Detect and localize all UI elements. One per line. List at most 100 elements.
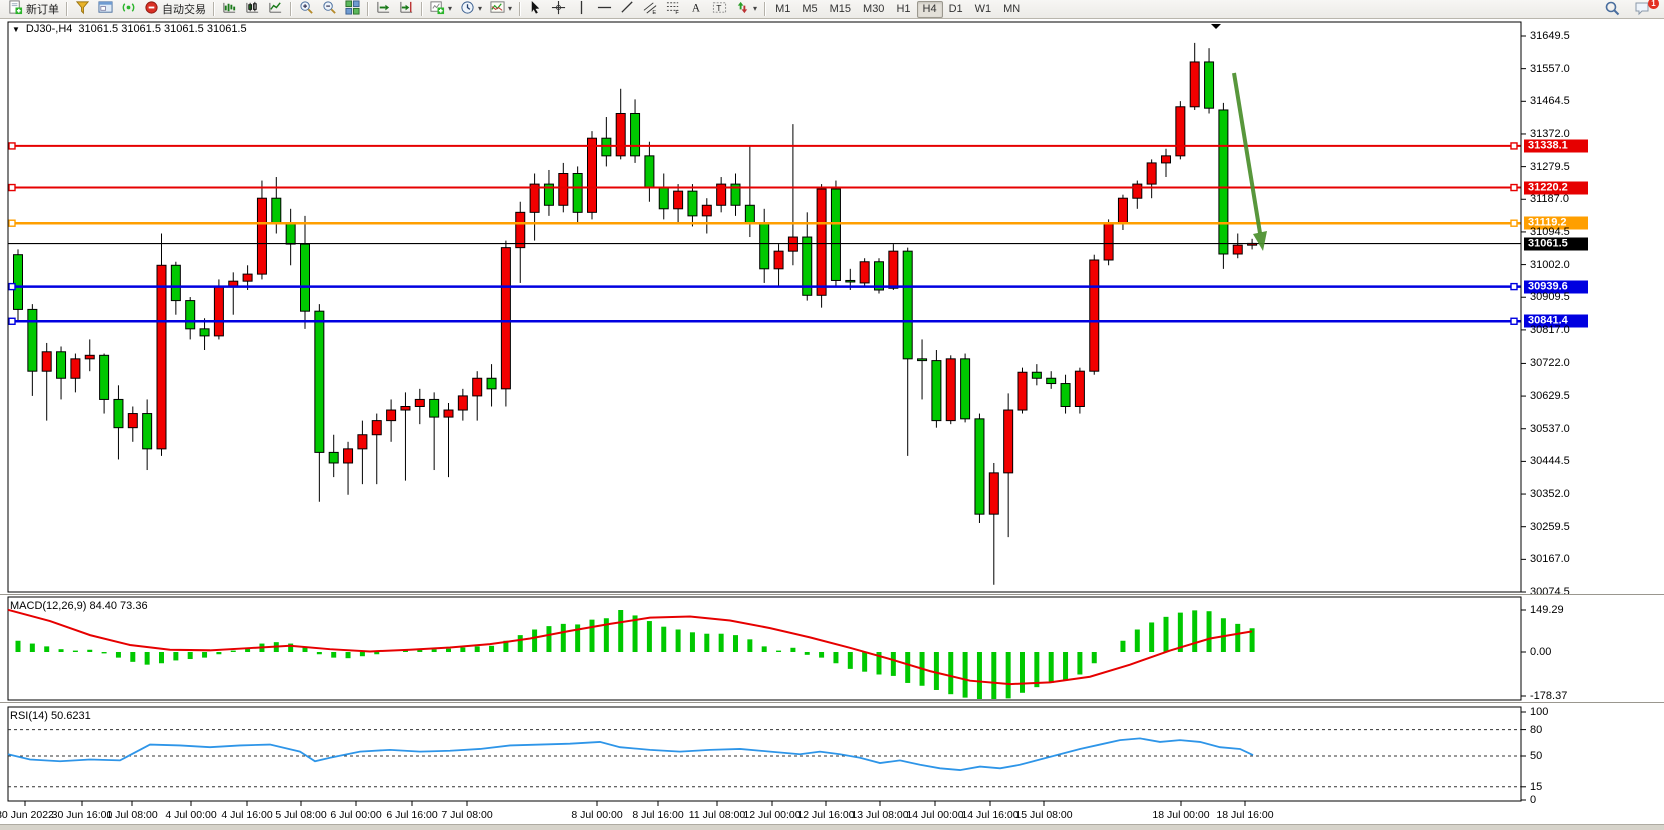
candle-body (343, 448, 354, 464)
candle-body (400, 405, 411, 411)
candle-body (1103, 222, 1114, 261)
terminals-button[interactable] (94, 1, 117, 18)
line-anchor-handle[interactable] (8, 219, 16, 227)
candle-body (1003, 409, 1014, 474)
notifications-button[interactable]: 1 (1630, 0, 1659, 18)
line-chart-button[interactable] (264, 1, 287, 18)
line-anchor-handle[interactable] (8, 183, 16, 192)
svg-text:E: E (652, 10, 656, 15)
timeframe-m15-button[interactable]: M15 (829, 3, 852, 15)
autoscroll-button[interactable] (372, 1, 395, 18)
svg-text:F: F (675, 10, 679, 15)
autoscroll-icon (376, 0, 391, 18)
candle-body (300, 243, 310, 312)
timeframe-m30-button[interactable]: M30 (863, 3, 885, 15)
candle-body (271, 197, 282, 224)
trendline-button[interactable] (616, 1, 639, 18)
candles-chart-button[interactable] (241, 1, 264, 18)
crosshair-icon (551, 0, 566, 18)
candle-body (816, 188, 827, 296)
chart-canvas[interactable] (0, 19, 1664, 830)
candle-body (1117, 197, 1128, 224)
cursor-button[interactable] (524, 0, 547, 18)
timeframe-w1-button[interactable]: W1 (974, 3, 992, 15)
text-button[interactable]: A (685, 1, 708, 18)
line-anchor-handle[interactable] (1510, 317, 1518, 325)
zoom-out-button[interactable] (318, 1, 341, 18)
candle-body (802, 236, 813, 296)
toolbar-separator (764, 2, 767, 16)
chart-shift-button[interactable] (395, 1, 418, 18)
candle-body (543, 183, 554, 206)
candlestick-series[interactable] (13, 42, 1258, 585)
chart-dropdown-icon[interactable]: ▼ (12, 24, 20, 34)
candle-body (1175, 106, 1186, 157)
funnel-button[interactable] (71, 1, 94, 18)
line-anchor-handle[interactable] (1510, 282, 1518, 291)
line-anchor-handle[interactable] (1510, 142, 1518, 150)
notification-badge: 1 (1648, 0, 1659, 9)
templates-button[interactable]: ▾ (486, 1, 516, 18)
candle-body (27, 308, 38, 372)
pane-separator[interactable] (0, 594, 1664, 596)
candle-body (1031, 371, 1042, 379)
status-strip (0, 824, 1664, 830)
template-icon (490, 0, 505, 18)
candle-body (859, 261, 870, 284)
timeframe-mn-button[interactable]: MN (1003, 3, 1021, 15)
candle-body (945, 358, 956, 422)
candle-body (630, 112, 641, 157)
search-button[interactable] (1600, 1, 1624, 18)
new-chart-button[interactable]: ▾ (426, 1, 456, 18)
candle-body (70, 358, 81, 379)
channel-button[interactable]: E (639, 1, 662, 18)
pane-separator[interactable] (0, 702, 1664, 704)
toolbar-separator (367, 2, 369, 16)
candle-body (386, 409, 397, 422)
candle-body (457, 395, 468, 411)
tile-windows-button[interactable] (341, 0, 364, 18)
zoom-in-button[interactable] (295, 1, 318, 18)
timeframe-h4-button[interactable]: H4 (916, 0, 943, 18)
line-anchor-handle[interactable] (8, 142, 16, 150)
arrows-icon (735, 0, 750, 18)
label-icon: T (712, 0, 727, 18)
vertical-line-button[interactable] (570, 0, 593, 18)
line-anchor-handle[interactable] (8, 282, 16, 291)
chart-shift-marker[interactable] (1211, 24, 1221, 29)
candle-body (41, 351, 52, 372)
candle-body (472, 377, 483, 397)
new-order-button[interactable]: 新订单 (4, 0, 63, 18)
cursor-icon (528, 0, 543, 18)
candle-body (960, 358, 971, 420)
candle-body (830, 188, 841, 281)
candle-body (242, 273, 253, 282)
line-anchor-handle[interactable] (8, 317, 16, 325)
timeframe-m5-button[interactable]: M5 (802, 3, 818, 15)
price-pane-frame (7, 21, 1522, 593)
candle-body (529, 183, 540, 213)
arrows-button[interactable]: ▾ (731, 1, 761, 18)
signals-button[interactable] (117, 1, 140, 18)
autotrade-button[interactable]: 自动交易 (140, 1, 210, 18)
arrow-object[interactable] (1232, 72, 1262, 234)
timeframe-d1-button[interactable]: D1 (948, 3, 963, 15)
horizontal-line-button[interactable] (593, 1, 616, 18)
line-anchor-handle[interactable] (1510, 183, 1518, 192)
timeframe-m1-button[interactable]: M1 (775, 3, 791, 15)
chart-title[interactable]: ▼ DJ30-,H4 31061.5 31061.5 31061.5 31061… (12, 23, 247, 35)
timeframe-h1-button[interactable]: H1 (896, 3, 911, 15)
crosshair-button[interactable] (547, 0, 570, 18)
periods-button[interactable]: ▾ (456, 1, 486, 18)
line-anchor-handle[interactable] (1510, 219, 1518, 227)
signal-icon (121, 0, 136, 18)
terminal-icon (98, 0, 113, 18)
candle-body (486, 377, 497, 390)
bars-chart-button[interactable] (218, 1, 241, 18)
toolbar-separator (213, 2, 215, 16)
fibonacci-button[interactable]: F (662, 1, 685, 18)
arrow-object-head[interactable] (1253, 231, 1267, 251)
macd-signal-line (7, 608, 1253, 686)
candle-body (687, 190, 698, 217)
text-label-button[interactable]: T (708, 1, 731, 18)
